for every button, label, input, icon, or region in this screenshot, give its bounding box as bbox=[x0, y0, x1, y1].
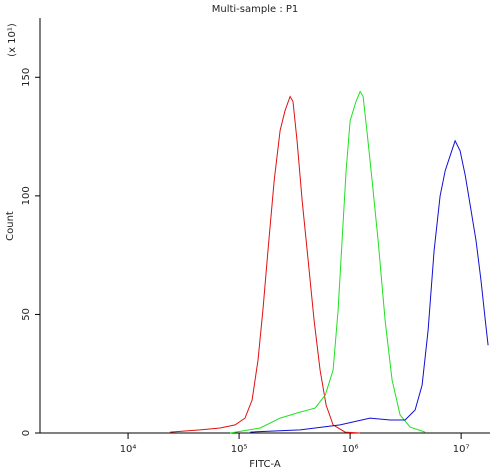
y-tick-label: 50 bbox=[21, 308, 32, 321]
series-line bbox=[170, 95, 361, 434]
series-line bbox=[230, 90, 426, 434]
x-tick-label: 10⁵ bbox=[231, 444, 248, 455]
y-tick-label: 150 bbox=[21, 68, 32, 87]
x-tick-label: 10⁴ bbox=[120, 444, 137, 455]
y-tick-label: 100 bbox=[21, 186, 32, 205]
chart-title: Multi-sample : P1 bbox=[212, 4, 299, 15]
x-tick-label: 10⁷ bbox=[453, 444, 470, 455]
x-axis-label: FITC-A bbox=[249, 459, 281, 470]
y-tick-label: 0 bbox=[21, 430, 32, 436]
y-multiplier: (x 10¹) bbox=[7, 23, 18, 57]
series-line bbox=[250, 139, 489, 433]
x-tick-label: 10⁶ bbox=[342, 444, 359, 455]
y-axis-label: Count bbox=[5, 211, 16, 241]
